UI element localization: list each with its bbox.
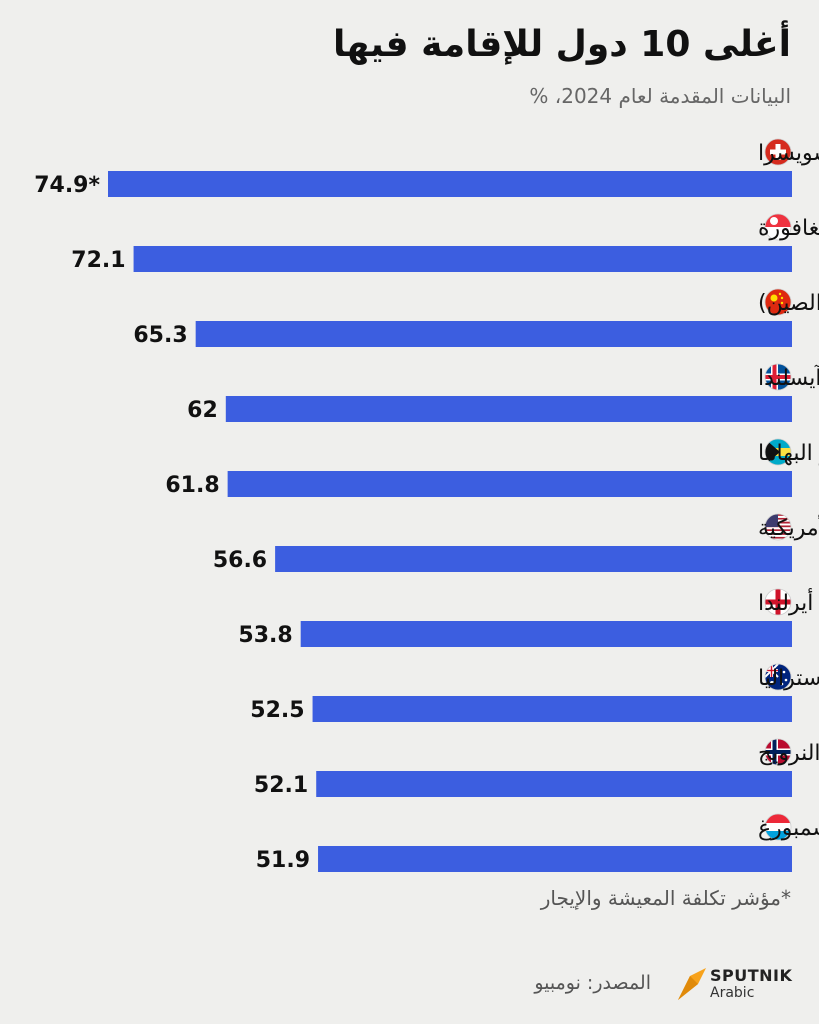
category-label: الولايات المتحدة الأمريكية [758, 514, 819, 541]
logo-sub: Arabic [710, 985, 755, 1001]
flag-icon-bahamas-flag [764, 438, 792, 466]
value-label: 53.8 [238, 623, 292, 648]
bar [300, 621, 792, 647]
bar [133, 246, 793, 272]
category-label: جزر البهاما [758, 441, 819, 466]
flag-icon-iceland-flag [764, 363, 792, 391]
value-label: 72.1 [71, 248, 125, 273]
category-label: النرويج [758, 741, 819, 766]
source-note: المصدر: نومبيو [534, 972, 651, 994]
bar [316, 771, 792, 797]
category-label: سنغافورة [758, 216, 819, 241]
bar [318, 846, 792, 872]
value-label: 62 [187, 398, 218, 423]
bar [195, 321, 792, 347]
bar [312, 696, 792, 722]
bar-chart: سويسرا 74.9* سنغافورة 72.1 هونغ كونغ (الصين)… [34, 138, 819, 873]
flag-icon-singapore-flag [764, 213, 792, 241]
chart-subtitle: البيانات المقدمة لعام 2024، % [529, 84, 791, 108]
flag-icon-luxembourg-flag [764, 813, 792, 841]
footnote: *مؤشر تكلفة المعيشة والإيجار [540, 886, 791, 910]
value-label: 74.9* [34, 173, 100, 198]
value-label: 61.8 [165, 473, 219, 498]
flag-icon-northern-ireland-flag [764, 588, 792, 616]
bar [227, 471, 792, 497]
value-label: 51.9 [256, 848, 310, 873]
chart-title: أغلى 10 دول للإقامة فيها [332, 24, 791, 65]
category-label: لكسمبورغ [758, 816, 819, 841]
category-label: أستراليا [758, 663, 819, 691]
value-label: 52.1 [254, 773, 308, 798]
category-label: آيسلندا [758, 364, 819, 391]
logo-name: SPUTNIK [710, 966, 793, 985]
flag-icon-norway-flag [764, 738, 792, 766]
bar [225, 396, 793, 422]
bar [275, 546, 792, 572]
flag-icon-switzerland-flag [764, 138, 792, 166]
sputnik-logo-icon [678, 968, 706, 1000]
category-label: سويسرا [758, 141, 819, 166]
flag-icon-china-flag [764, 288, 792, 316]
category-label: هونغ كونغ (الصين) [758, 291, 819, 316]
value-label: 52.5 [250, 698, 304, 723]
bar [108, 171, 792, 197]
sputnik-logo: SPUTNIK Arabic [676, 964, 796, 1004]
category-label: أيرلندا [758, 588, 813, 616]
value-label: 65.3 [133, 323, 187, 348]
value-label: 56.6 [213, 548, 267, 573]
